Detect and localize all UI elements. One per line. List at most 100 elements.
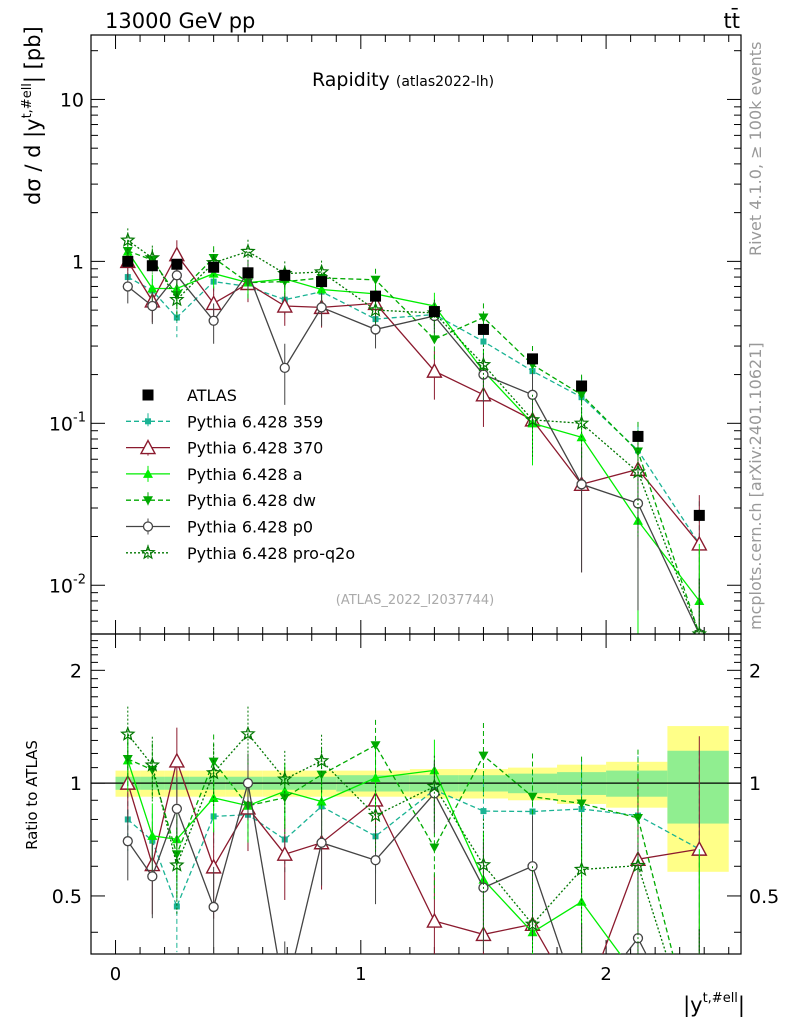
marker	[370, 290, 382, 302]
legend-entry: Pythia 6.428 dw	[126, 491, 316, 510]
marker	[208, 268, 219, 278]
marker	[146, 260, 158, 272]
marker	[277, 771, 293, 786]
marker	[208, 757, 219, 767]
chart-title: Rapidity (atlas2022-lh)	[312, 69, 494, 91]
marker	[370, 772, 381, 782]
marker	[240, 243, 256, 259]
marker	[208, 315, 219, 326]
ratio-frame	[90, 633, 742, 955]
ratio-line-2	[127, 760, 621, 954]
legend-label: Pythia 6.428 a	[187, 465, 303, 484]
marker	[122, 246, 133, 256]
marker	[147, 830, 158, 840]
marker	[370, 324, 381, 335]
marker	[478, 313, 489, 323]
marker	[143, 468, 153, 478]
series-line-4	[127, 271, 700, 634]
marker	[122, 281, 133, 292]
legend-entry: ATLAS	[142, 386, 237, 405]
marker	[139, 439, 157, 455]
ratio-series	[119, 706, 708, 1017]
marker	[142, 521, 154, 532]
marker	[242, 267, 254, 279]
ratio-y-tick-label-right: 2	[749, 660, 761, 682]
marker	[169, 856, 185, 872]
marker	[168, 246, 186, 262]
marker	[205, 764, 222, 780]
marker	[370, 855, 381, 866]
legend: ATLAS Pythia 6.428 359 Pythia 6.428 370 Pyt…	[126, 386, 355, 563]
marker	[691, 625, 708, 634]
legend-label: ATLAS	[187, 386, 237, 405]
y-tick-label: 10	[60, 89, 84, 111]
marker	[120, 232, 136, 247]
marker	[140, 544, 156, 560]
marker	[316, 302, 327, 313]
marker	[147, 300, 158, 312]
marker	[168, 752, 186, 768]
ratio-y-tick-label: 1	[70, 773, 82, 795]
header-left: 13000 GeV pp	[105, 9, 255, 33]
analysis-label: (ATLAS_2022_I2037744)	[336, 593, 494, 608]
marker	[527, 792, 538, 802]
marker	[429, 335, 440, 345]
marker	[632, 430, 644, 442]
series-line-5	[127, 239, 700, 634]
marker	[576, 479, 587, 490]
legend-entry: Pythia 6.428 370	[126, 439, 323, 458]
marker	[142, 389, 154, 401]
legend-label: Pythia 6.428 dw	[187, 491, 316, 510]
x-axis-label: |yt,#ell|	[683, 991, 745, 1018]
marker	[524, 916, 541, 931]
marker	[316, 284, 327, 294]
marker	[576, 390, 587, 400]
marker	[475, 356, 492, 372]
y-tick-label: 10-1	[49, 410, 86, 435]
marker	[370, 741, 381, 751]
marker	[426, 778, 443, 794]
marker	[171, 290, 182, 300]
marker	[279, 269, 291, 281]
marker	[145, 418, 151, 425]
header-right: tt̄	[724, 8, 740, 33]
marker	[475, 856, 492, 872]
marker	[316, 837, 327, 848]
marker	[576, 799, 587, 809]
ratio-y-tick-label-right: 1	[749, 773, 761, 795]
marker	[630, 857, 646, 873]
ratio-y-tick-label: 0.5	[52, 886, 82, 908]
marker	[171, 270, 182, 281]
y-tick-label: 1	[72, 251, 84, 273]
marker	[693, 509, 705, 521]
marker	[279, 786, 290, 796]
ratio-y-axis-label: Ratio to ATLAS	[23, 740, 41, 850]
marker	[279, 793, 290, 803]
marker	[573, 415, 590, 430]
y-tick-label: 10-2	[49, 572, 86, 597]
marker	[208, 901, 219, 913]
marker	[576, 896, 587, 906]
marker	[173, 314, 180, 321]
marker	[313, 752, 330, 768]
legend-entry: Pythia 6.428 pro-q2o	[126, 544, 355, 563]
marker	[144, 756, 161, 772]
marker	[122, 836, 133, 847]
marker	[577, 1006, 586, 1015]
x-tick-label: 0	[110, 964, 121, 985]
x-tick-label: 1	[355, 964, 366, 985]
marker	[429, 843, 440, 853]
marker	[120, 726, 136, 741]
marker	[477, 323, 489, 335]
marker	[316, 276, 328, 288]
y-axis-label: dσ / d |yt,#ell| [pb]	[20, 26, 46, 205]
series-line-1	[127, 253, 700, 545]
main-series	[119, 228, 708, 634]
ratio-line-3	[127, 744, 674, 954]
legend-entry: Pythia 6.428 p0	[126, 518, 313, 537]
marker	[276, 297, 293, 313]
marker	[575, 1004, 589, 1017]
marker	[276, 845, 293, 861]
marker	[480, 808, 487, 815]
